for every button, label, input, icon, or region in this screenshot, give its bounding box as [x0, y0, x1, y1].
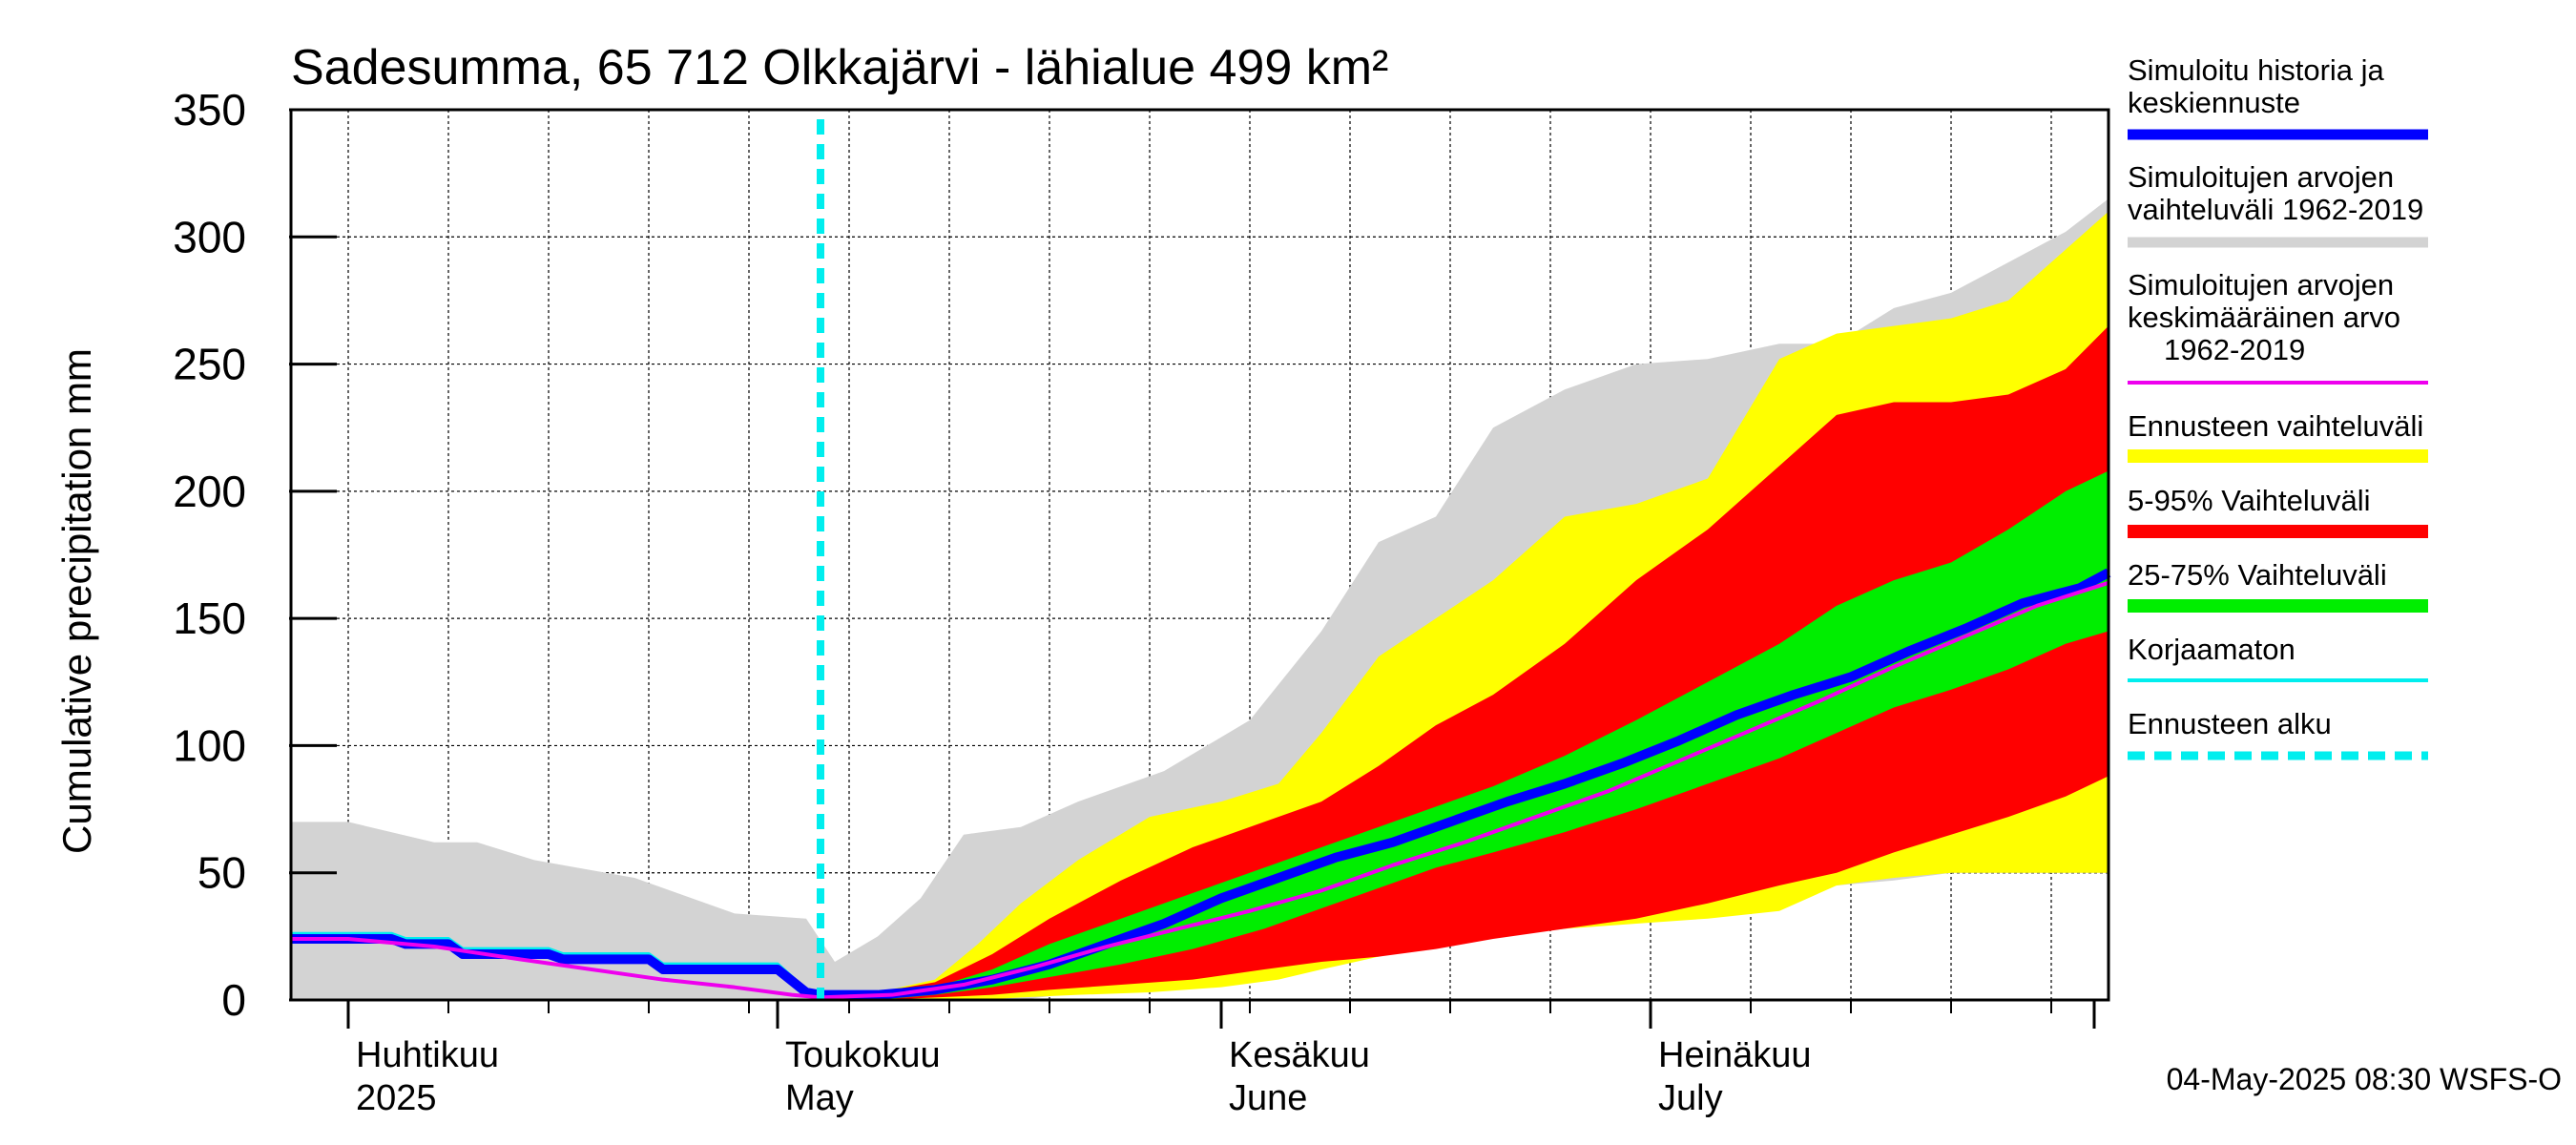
plot-frame: [289, 108, 2110, 1002]
line-simuloitu-historia-ja-keskiennuste: [291, 568, 2111, 1000]
x-month-label: Heinäkuu: [1658, 1035, 1812, 1075]
legend-label-history: Simuloitu historia ja: [2128, 53, 2385, 87]
line-simuloitujen-arvojen-keskim-r-inen-arvo-1962-2019: [291, 580, 2109, 1000]
band-5-95-vaihteluv-li: [821, 325, 2109, 1001]
chart-title: Sadesumma, 65 712 Olkkajärvi - lähialue …: [291, 40, 1388, 95]
legend-label-uncorrected: Korjaamaton: [2128, 633, 2296, 666]
legend-label-range: Simuloitujen arvojen: [2128, 160, 2394, 194]
x-month-sublabel: May: [785, 1078, 854, 1118]
y-axis-label: Cumulative precipitation mm: [54, 348, 99, 854]
range-bands: [291, 198, 2109, 1001]
x-month-label: Huhtikuu: [356, 1035, 499, 1075]
x-month-sublabel: June: [1229, 1078, 1307, 1118]
legend-label-p5-95: 5-95% Vaihteluväli: [2128, 484, 2370, 517]
legend-label-forecast-start: Ennusteen alku: [2128, 707, 2332, 740]
x-month-sublabel: 2025: [356, 1078, 437, 1118]
legend-label-mean: Simuloitujen arvojen: [2128, 268, 2394, 302]
legend-label-mean: keskimääräinen arvo: [2128, 301, 2400, 334]
legend-label-forecast-range: Ennusteen vaihteluväli: [2128, 409, 2423, 443]
y-tick-label: 350: [173, 85, 246, 135]
legend: Simuloitu historia ja keskiennuste Simul…: [2128, 53, 2428, 760]
legend-label-mean: 1962-2019: [2164, 333, 2305, 366]
y-tick-label: 250: [173, 340, 246, 389]
y-tick-label: 200: [173, 467, 246, 516]
y-tick-label: 150: [173, 593, 246, 643]
legend-label-p25-75: 25-75% Vaihteluväli: [2128, 558, 2387, 592]
x-month-sublabel: July: [1658, 1078, 1723, 1118]
timestamp-footer: 04-May-2025 08:30 WSFS-O: [2167, 1062, 2562, 1096]
y-tick-label: 50: [197, 848, 246, 898]
legend-label-range: vaihteluväli 1962-2019: [2128, 193, 2423, 226]
series-lines: [291, 568, 2111, 1000]
y-tick-label: 0: [221, 975, 246, 1025]
x-month-label: Kesäkuu: [1229, 1035, 1370, 1075]
x-month-label: Toukokuu: [785, 1035, 941, 1075]
y-tick-label: 100: [173, 720, 246, 770]
y-tick-label: 300: [173, 212, 246, 261]
legend-label-history: keskiennuste: [2128, 86, 2300, 119]
